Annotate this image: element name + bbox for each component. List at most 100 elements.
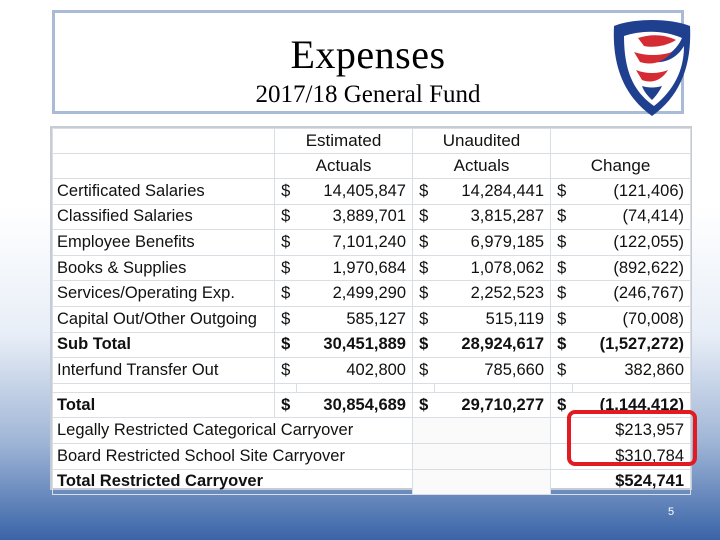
- dollar-sign: $: [274, 357, 297, 384]
- empty-cell: [411, 417, 552, 444]
- dollar-sign: $: [550, 229, 573, 256]
- row-label: Capital Out/Other Outgoing: [52, 305, 275, 333]
- dollar-sign: $: [412, 391, 435, 419]
- row-label: Books & Supplies: [52, 254, 275, 282]
- carryover-value: $524,741: [550, 468, 692, 496]
- spacer-cell: [412, 382, 435, 393]
- estimated-value: 1,970,684: [296, 254, 413, 282]
- slide-title: Expenses: [290, 32, 446, 77]
- red-highlight-box: [567, 410, 697, 466]
- dollar-sign: $: [412, 229, 435, 256]
- header-unaudited: Unaudited: [411, 128, 552, 154]
- eagle-shield-logo: [613, 20, 691, 116]
- row-label: Classified Salaries: [52, 203, 275, 231]
- header-cell-blank: [52, 128, 275, 154]
- dollar-sign: $: [412, 305, 435, 333]
- estimated-value: 7,101,240: [296, 229, 413, 256]
- unaudited-value: 785,660: [434, 357, 552, 384]
- spacer-row: [52, 382, 692, 393]
- carryover-label: Legally Restricted Categorical Carryover: [52, 417, 413, 444]
- dollar-sign: $: [274, 280, 297, 307]
- header-estimated: Estimated: [274, 128, 413, 154]
- row-label: Sub Total: [52, 331, 275, 359]
- dollar-sign: $: [274, 305, 297, 333]
- dollar-sign: $: [412, 178, 435, 205]
- dollar-sign: $: [274, 178, 297, 205]
- carryover-total-row: Total Restricted Carryover $524,741: [52, 468, 692, 496]
- header-row-2: Actuals Actuals Change: [52, 153, 692, 179]
- page-number: 5: [668, 506, 675, 518]
- dollar-sign: $: [550, 178, 573, 205]
- estimated-value: 402,800: [296, 357, 413, 384]
- title-box: Expenses 2017/18 General Fund: [52, 10, 684, 114]
- unaudited-value: 6,979,185: [434, 229, 552, 256]
- spacer-cell: [296, 382, 413, 393]
- header-change: Change: [550, 153, 692, 179]
- dollar-sign: $: [274, 254, 297, 282]
- header-cell-blank: [52, 153, 275, 179]
- empty-cell: [411, 468, 552, 496]
- change-value: 382,860: [572, 357, 692, 384]
- header-row-1: Estimated Unaudited: [52, 128, 692, 154]
- dollar-sign: $: [412, 203, 435, 231]
- change-value: (122,055): [572, 229, 692, 256]
- dollar-sign: $: [412, 280, 435, 307]
- dollar-sign: $: [274, 331, 297, 359]
- table-row: Services/Operating Exp. $ 2,499,290 $ 2,…: [52, 280, 692, 307]
- header-actuals-unaud: Actuals: [411, 153, 552, 179]
- dollar-sign: $: [412, 357, 435, 384]
- table-row: Books & Supplies $ 1,970,684 $ 1,078,062…: [52, 254, 692, 282]
- unaudited-value: 3,815,287: [434, 203, 552, 231]
- unaudited-value: 29,710,277: [434, 391, 552, 419]
- row-label: Total: [52, 391, 275, 419]
- row-label: Interfund Transfer Out: [52, 357, 275, 384]
- change-value: (70,008): [572, 305, 692, 333]
- unaudited-value: 14,284,441: [434, 178, 552, 205]
- unaudited-value: 28,924,617: [434, 331, 552, 359]
- dollar-sign: $: [274, 391, 297, 419]
- table-row: Classified Salaries $ 3,889,701 $ 3,815,…: [52, 203, 692, 231]
- spacer-cell: [572, 382, 692, 393]
- dollar-sign: $: [550, 357, 573, 384]
- dollar-sign: $: [550, 203, 573, 231]
- empty-cell: [411, 442, 552, 470]
- row-label: Services/Operating Exp.: [52, 280, 275, 307]
- change-value: (246,767): [572, 280, 692, 307]
- carryover-label: Total Restricted Carryover: [52, 468, 413, 496]
- table-row: Interfund Transfer Out $ 402,800 $ 785,6…: [52, 357, 692, 384]
- dollar-sign: $: [550, 331, 573, 359]
- carryover-row: Legally Restricted Categorical Carryover…: [52, 417, 692, 444]
- dollar-sign: $: [550, 280, 573, 307]
- header-actuals-est: Actuals: [274, 153, 413, 179]
- table-row: Certificated Salaries $ 14,405,847 $ 14,…: [52, 178, 692, 205]
- estimated-value: 30,451,889: [296, 331, 413, 359]
- dollar-sign: $: [412, 254, 435, 282]
- change-value: (1,527,272): [572, 331, 692, 359]
- spacer-cell: [433, 382, 552, 393]
- estimated-value: 30,854,689: [296, 391, 413, 419]
- change-value: (74,414): [572, 203, 692, 231]
- subtotal-row: Sub Total $ 30,451,889 $ 28,924,617 $ (1…: [52, 331, 692, 359]
- table-row: Employee Benefits $ 7,101,240 $ 6,979,18…: [52, 229, 692, 256]
- slide-subtitle: 2017/18 General Fund: [255, 81, 481, 108]
- unaudited-value: 1,078,062: [434, 254, 552, 282]
- table-row: Capital Out/Other Outgoing $ 585,127 $ 5…: [52, 305, 692, 333]
- spacer-cell: [550, 382, 574, 393]
- unaudited-value: 2,252,523: [434, 280, 552, 307]
- estimated-value: 14,405,847: [296, 178, 413, 205]
- row-label: Certificated Salaries: [52, 178, 275, 205]
- dollar-sign: $: [550, 254, 573, 282]
- expenses-table: Estimated Unaudited Actuals Actuals Chan…: [50, 126, 692, 496]
- change-value: (121,406): [572, 178, 692, 205]
- estimated-value: 3,889,701: [296, 203, 413, 231]
- spacer-cell: [52, 382, 275, 393]
- dollar-sign: $: [274, 229, 297, 256]
- dollar-sign: $: [550, 305, 573, 333]
- row-label: Employee Benefits: [52, 229, 275, 256]
- spacer-cell: [274, 382, 297, 393]
- estimated-value: 2,499,290: [296, 280, 413, 307]
- carryover-label: Board Restricted School Site Carryover: [52, 442, 413, 470]
- unaudited-value: 515,119: [434, 305, 552, 333]
- dollar-sign: $: [412, 331, 435, 359]
- estimated-value: 585,127: [296, 305, 413, 333]
